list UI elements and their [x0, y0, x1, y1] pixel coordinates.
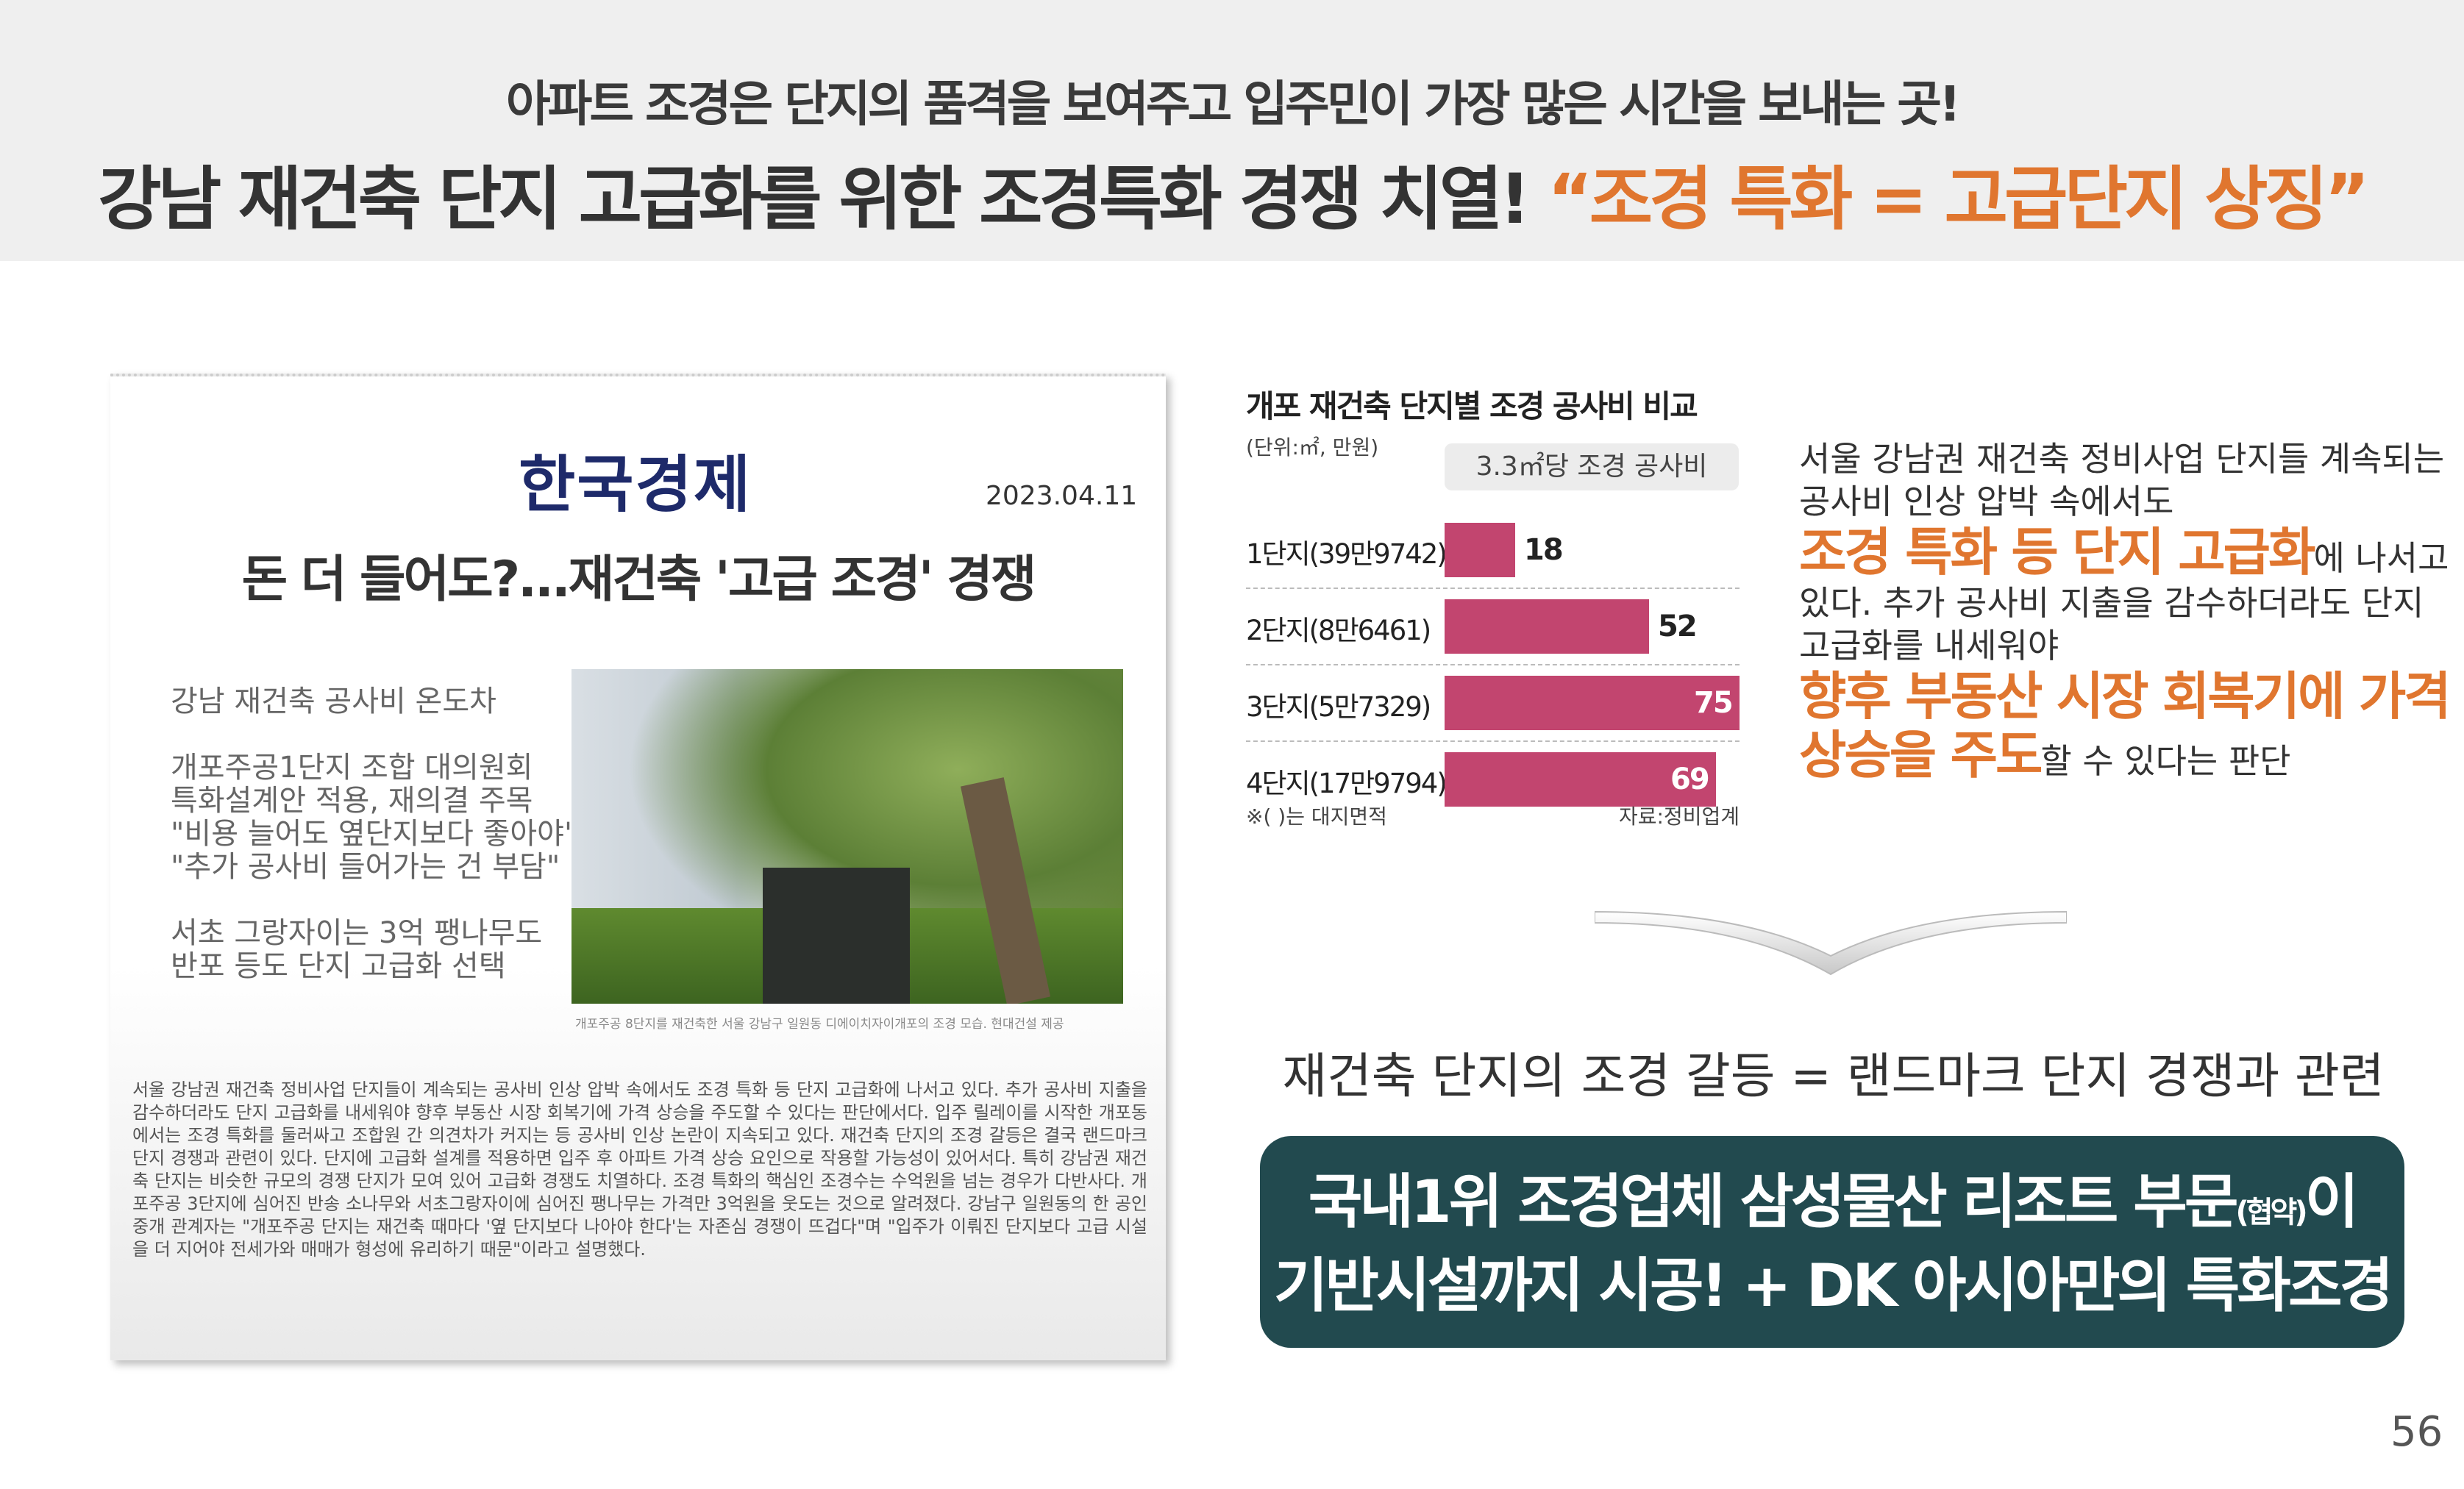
highlight-banner: 국내1위 조경업체 삼성물산 리조트 부문(협약)이 기반시설까지 시공! + …	[1260, 1136, 2404, 1348]
chart-row: 3단지(5만7329) 75	[1246, 664, 1740, 742]
chart-title: 개포 재건축 단지별 조경 공사비 비교	[1246, 388, 1698, 424]
banner-note: (협약)	[2235, 1196, 2307, 1229]
bar	[1445, 752, 1716, 807]
conclusion-text: 재건축 단지의 조경 갈등 = 랜드마크 단지 경쟁과 관련	[1282, 1048, 2385, 1104]
summary-p2: 에 나서고 있다. 추가 공사비 지출을 감수하더라도 단지 고급화를 내세워야	[1799, 538, 2449, 665]
chart-source: 자료:정비업계	[1619, 804, 1740, 829]
article-subhead: 강남 재건축 공사비 온도차	[171, 685, 496, 718]
header-line2-main: 강남 재건축 단지 고급화를 위한 조경특화 경쟁 치열!	[98, 160, 1548, 240]
row-divider	[1246, 588, 1740, 589]
article-date: 2023.04.11	[986, 481, 1138, 511]
banner-line2: 기반시설까지 시공! + DK 아시아만의 특화조경	[1273, 1251, 2393, 1320]
banner-line1: 국내1위 조경업체 삼성물산 리조트 부문	[1308, 1168, 2239, 1236]
bar	[1445, 676, 1740, 730]
cost-chart: 개포 재건축 단지별 조경 공사비 비교 (단위:㎡, 만원) 3.3㎡당 조경…	[1246, 382, 1740, 829]
article-body: 서울 강남권 재건축 정비사업 단지들이 계속되는 공사비 인상 압박 속에서도…	[132, 1079, 1147, 1260]
bar	[1445, 523, 1515, 577]
article-subhead: 서초 그랑자이는 3억 팽나무도 반포 등도 단지 고급화 선택	[171, 916, 543, 983]
header-line1: 아파트 조경은 단지의 품격을 보여주고 입주민이 가장 많은 시간을 보내는 …	[505, 76, 1961, 132]
header-line2: 강남 재건축 단지 고급화를 위한 조경특화 경쟁 치열! “조경 특화 = 고…	[0, 143, 2464, 243]
news-clipping: 한국경제 2023.04.11 돈 더 들어도?...재건축 '고급 조경' 경…	[110, 374, 1166, 1360]
article-headline: 돈 더 들어도?...재건축 '고급 조경' 경쟁	[241, 551, 1037, 609]
summary-p3: 할 수 있다는 판단	[2040, 741, 2291, 781]
page-number: 56	[2390, 1408, 2443, 1456]
summary-p1: 서울 강남권 재건축 정비사업 단지들 계속되는 공사비 인상 압박 속에서도	[1799, 439, 2445, 521]
row-divider	[1246, 664, 1740, 665]
category-label: 3단지(5만7329)	[1246, 691, 1431, 723]
data-label: 18	[1524, 533, 1564, 567]
newspaper-logo: 한국경제	[519, 448, 752, 521]
article-subhead: 개포주공1단지 조합 대의원회 특화설계안 적용, 재의결 주목 "비용 늘어도…	[171, 751, 578, 884]
summary-text: 서울 강남권 재건축 정비사업 단지들 계속되는 공사비 인상 압박 속에서도 …	[1799, 438, 2461, 785]
landscape-photo	[572, 669, 1123, 1004]
chart-legend: 3.3㎡당 조경 공사비	[1445, 443, 1739, 490]
chart-unit: (단위:㎡, 만원)	[1246, 435, 1379, 460]
data-label: 75	[1694, 686, 1734, 720]
chart-row: 4단지(17만9794) 69	[1246, 740, 1740, 817]
category-label: 4단지(17만9794)	[1246, 768, 1448, 799]
data-label: 52	[1658, 610, 1698, 643]
category-label: 1단지(39만9742)	[1246, 538, 1448, 570]
header-band	[0, 0, 2464, 261]
row-divider	[1246, 740, 1740, 742]
summary-highlight-2: 향후 부동산 시장 회복기에 가격 상승을 주도	[1799, 666, 2451, 785]
banner-line1-end: 이	[2304, 1168, 2360, 1236]
chart-row: 1단지(39만9742) 18	[1246, 511, 1740, 589]
photo-caption: 개포주공 8단지를 재건축한 서울 강남구 일원동 디에이치자이개포의 조경 모…	[575, 1017, 1064, 1032]
summary-highlight-1: 조경 특화 등 단지 고급화	[1799, 522, 2315, 582]
data-label: 69	[1670, 763, 1710, 796]
chart-note: ※( )는 대지면적	[1246, 804, 1387, 829]
chart-row: 2단지(8만6461) 52	[1246, 588, 1740, 665]
bar	[1445, 599, 1649, 654]
header-line2-highlight: “조경 특화 = 고급단지 상징”	[1547, 160, 2370, 240]
category-label: 2단지(8만6461)	[1246, 615, 1431, 646]
down-arrow-icon	[1595, 910, 2067, 976]
